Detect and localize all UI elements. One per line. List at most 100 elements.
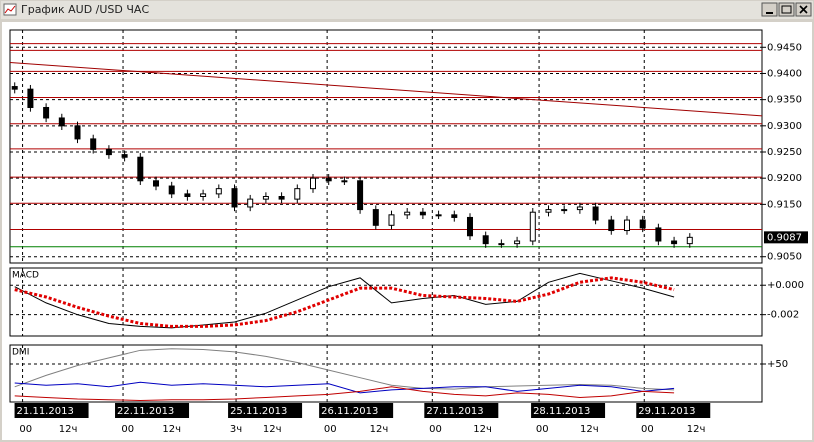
candle-body (153, 180, 160, 187)
candle-body (623, 219, 630, 232)
candle-body (137, 156, 144, 182)
candle-body (608, 219, 615, 232)
candle-body (357, 180, 364, 211)
candle-body (671, 240, 678, 245)
y-tick-label: 0.9250 (767, 147, 802, 158)
x-sublabel: 12ч (580, 424, 599, 435)
x-tick-label: 25.11.2013 (230, 406, 287, 417)
maximize-button[interactable] (778, 2, 795, 17)
date-label-box (228, 403, 303, 418)
candle-body (309, 177, 316, 190)
x-sublabel: 3ч (230, 424, 242, 435)
close-button[interactable] (795, 2, 812, 17)
candle-body (419, 211, 426, 216)
x-sublabel: 12ч (162, 424, 181, 435)
candle-body (262, 196, 269, 200)
candle-body (325, 177, 332, 182)
x-sublabel: 00 (19, 424, 32, 435)
candle-body (294, 188, 301, 200)
candle-body (576, 206, 583, 211)
y-tick-label: +50 (767, 359, 788, 370)
panel-frame (9, 267, 763, 337)
series-line (14, 386, 675, 401)
candle-body (372, 209, 379, 226)
series-line (14, 381, 675, 394)
candle-body (74, 125, 81, 140)
series-line (14, 348, 675, 391)
candle-body (561, 209, 568, 212)
candle-body (215, 188, 222, 195)
date-label-box (531, 403, 606, 418)
minimize-button[interactable] (761, 2, 778, 17)
y-tick-label: 0.9050 (767, 252, 802, 263)
x-tick-label: 26.11.2013 (321, 406, 378, 417)
trend-line (9, 61, 763, 117)
candle-body (231, 188, 238, 208)
candle-body (90, 138, 97, 150)
candle-body (435, 214, 442, 217)
series-line (14, 276, 675, 328)
title-bar (1, 1, 813, 19)
candle-body (27, 88, 34, 108)
x-sublabel: 12ч (473, 424, 492, 435)
app-icon-line (4, 5, 16, 14)
candle-body (466, 216, 473, 237)
x-sublabel: 00 (641, 424, 654, 435)
x-sublabel: 00 (121, 424, 134, 435)
y-tick-label: 0.9400 (767, 68, 802, 79)
candle-body (498, 243, 505, 246)
candle-body (592, 206, 599, 221)
x-tick-label: 29.11.2013 (638, 406, 695, 417)
x-tick-label: 21.11.2013 (17, 406, 74, 417)
app-icon (3, 3, 17, 16)
date-label-box (14, 403, 89, 418)
series-line (14, 272, 675, 329)
x-tick-label: 22.11.2013 (117, 406, 174, 417)
y-tick-label: -0.002 (767, 310, 799, 321)
candle-body (200, 193, 207, 198)
x-sublabel: 12ч (687, 424, 706, 435)
candle-body (11, 86, 18, 90)
panel-title: DMI (12, 348, 29, 358)
candle-body (247, 198, 254, 208)
candle-body (168, 185, 175, 195)
candle-body (404, 211, 411, 216)
y-tick-label: 0.9200 (767, 173, 802, 184)
candle-body (529, 211, 536, 242)
x-sublabel: 12ч (263, 424, 282, 435)
date-label-box (424, 403, 499, 418)
candle-body (121, 154, 128, 158)
candle-body (514, 240, 521, 245)
y-tick-label: 0.9150 (767, 199, 802, 210)
candle-body (278, 196, 285, 200)
candle-body (388, 214, 395, 226)
last-price-label: 0.9087 (767, 232, 802, 243)
candle-body (105, 148, 112, 156)
x-sublabel: 00 (536, 424, 549, 435)
y-tick-label: 0.9350 (767, 95, 802, 106)
x-tick-label: 28.11.2013 (533, 406, 590, 417)
y-tick-label: +0.000 (767, 280, 804, 291)
y-tick-label: 0.9450 (767, 42, 802, 53)
x-sublabel: 12ч (370, 424, 389, 435)
candle-body (545, 209, 552, 213)
y-tick-label: 0.9300 (767, 121, 802, 132)
date-label-box (636, 403, 711, 418)
candle-body (184, 193, 191, 198)
candle-body (686, 236, 693, 245)
candle-body (639, 219, 646, 229)
date-label-box (115, 403, 190, 418)
date-label-box (319, 403, 394, 418)
candle-body (58, 117, 65, 127)
x-tick-label: 27.11.2013 (426, 406, 483, 417)
x-sublabel: 00 (429, 424, 442, 435)
candle-body (451, 214, 458, 218)
candle-body (341, 180, 348, 183)
x-sublabel: 12ч (59, 424, 78, 435)
last-price-box (764, 231, 808, 244)
window-title: График AUD /USD ЧАС (21, 3, 149, 16)
candle-body (655, 227, 662, 242)
candle-body (43, 106, 50, 119)
x-sublabel: 00 (324, 424, 337, 435)
candle-body (482, 235, 489, 245)
